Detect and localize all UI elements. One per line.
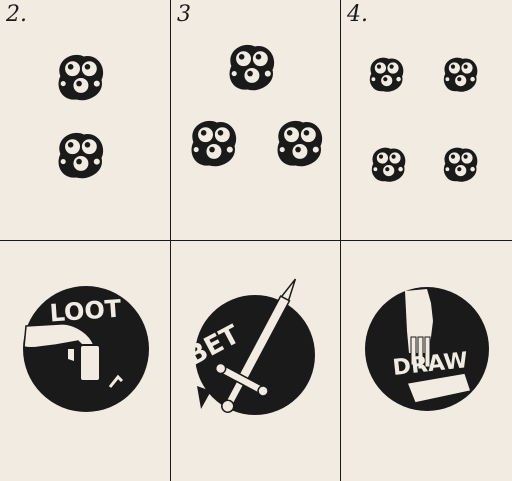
draw-coin: DRAW bbox=[365, 287, 489, 411]
token-icon bbox=[191, 120, 237, 167]
loot-coin: LOOT bbox=[23, 286, 149, 412]
card-number: 2. bbox=[6, 2, 27, 27]
coin-card-bet[interactable]: BET bbox=[171, 241, 341, 481]
card-4-tokens[interactable]: 4. bbox=[341, 0, 512, 241]
token-icon bbox=[277, 120, 323, 167]
token-icon bbox=[229, 44, 275, 91]
token-icon bbox=[369, 57, 404, 92]
token-icon bbox=[58, 54, 104, 101]
token-icon bbox=[443, 147, 478, 182]
card-2-tokens[interactable]: 2. bbox=[0, 0, 171, 241]
token-group bbox=[191, 44, 323, 167]
hand-taking-card-icon bbox=[23, 323, 124, 388]
coin-card-draw[interactable]: DRAW bbox=[341, 241, 512, 481]
sword-icon bbox=[214, 278, 297, 413]
card-number: 3 bbox=[177, 2, 191, 27]
card-number: 4. bbox=[347, 2, 368, 27]
bet-coin: BET bbox=[182, 278, 315, 415]
token-icon bbox=[443, 57, 478, 92]
hand-drawing-card-icon bbox=[405, 289, 472, 404]
token-group bbox=[58, 54, 104, 179]
token-group bbox=[369, 57, 478, 182]
card-3-tokens[interactable]: 3 bbox=[171, 0, 341, 241]
token-icon bbox=[371, 147, 406, 182]
coin-label: LOOT bbox=[49, 295, 123, 328]
coin-card-loot[interactable]: LOOT bbox=[0, 241, 171, 481]
token-icon bbox=[58, 132, 104, 179]
